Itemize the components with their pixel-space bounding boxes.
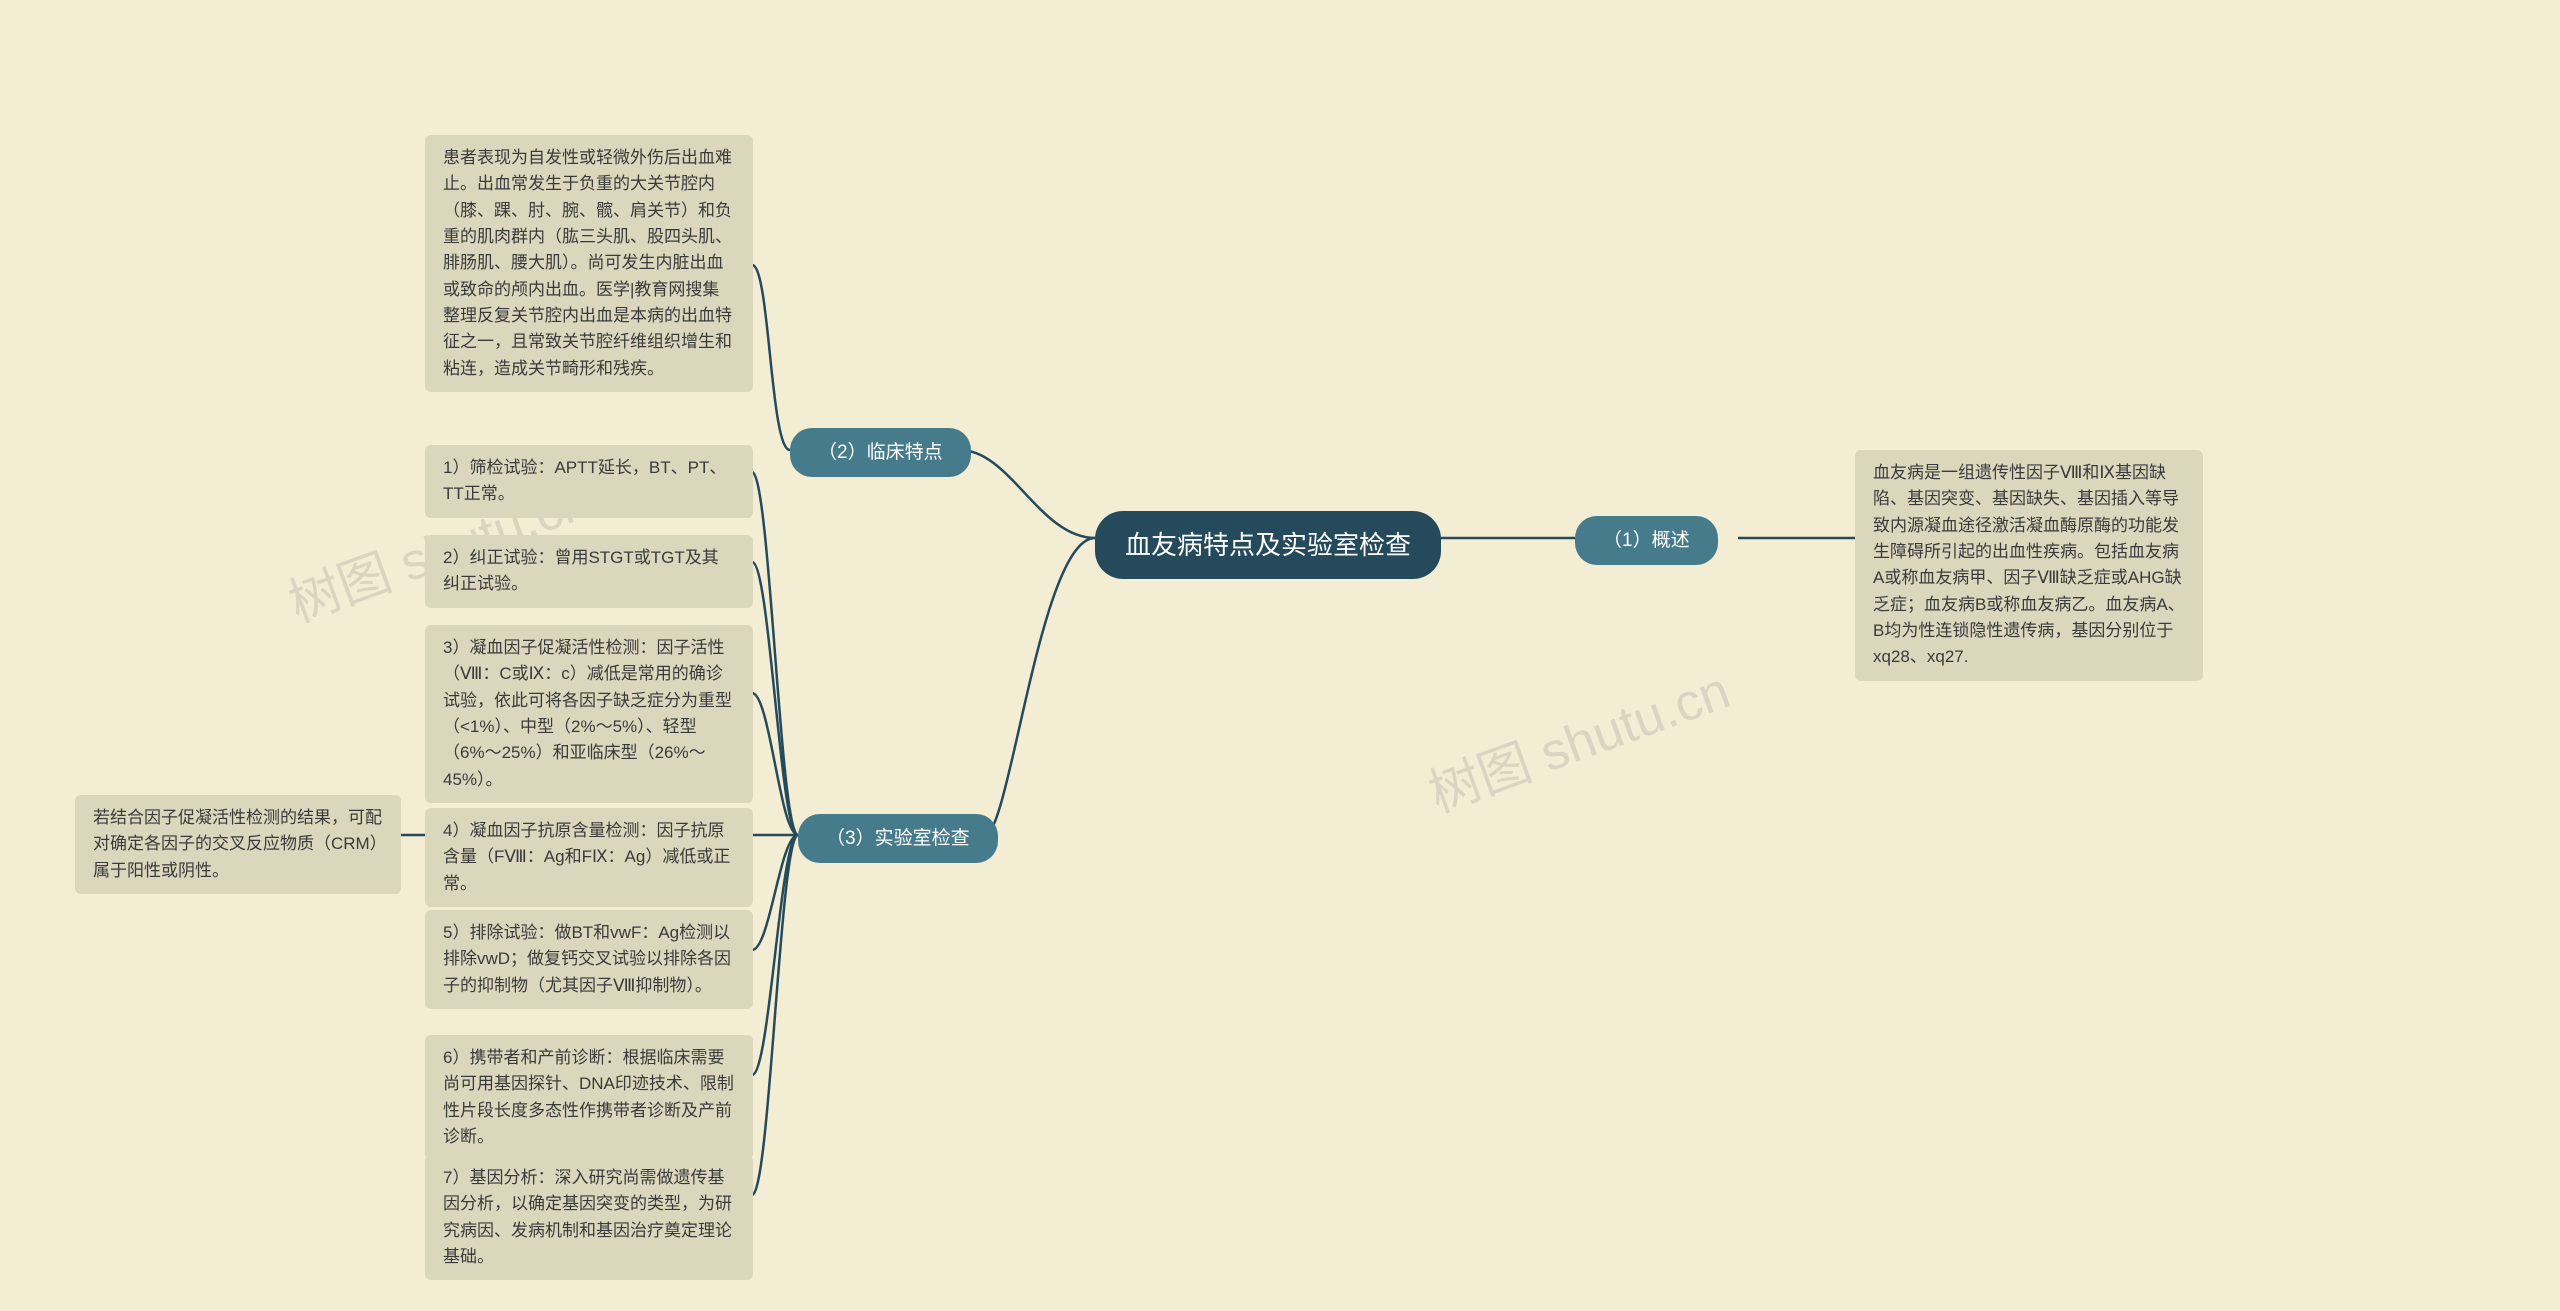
leaf-lab1: 1）筛检试验：APTT延长，BT、PT、TT正常。 xyxy=(425,445,753,518)
leaf-lab6: 6）携带者和产前诊断：根据临床需要尚可用基因探针、DNA印迹技术、限制性片段长度… xyxy=(425,1035,753,1160)
branch-clinical: （2）临床特点 xyxy=(790,428,971,477)
leaf-lab4-note: 若结合因子促凝活性检测的结果，可配对确定各因子的交叉反应物质（CRM）属于阳性或… xyxy=(75,795,401,894)
branch-clinical-label: （2）临床特点 xyxy=(818,442,943,463)
leaf-clinical-text: 患者表现为自发性或轻微外伤后出血难止。出血常发生于负重的大关节腔内（膝、踝、肘、… xyxy=(443,148,732,378)
leaf-lab7-text: 7）基因分析：深入研究尚需做遗传基因分析，以确定基因突变的类型，为研究病因、发病… xyxy=(443,1168,732,1266)
leaf-lab2: 2）纠正试验：曾用STGT或TGT及其纠正试验。 xyxy=(425,535,753,608)
leaf-lab3: 3）凝血因子促凝活性检测：因子活性（Ⅷ：C或Ⅸ：c）减低是常用的确诊试验，依此可… xyxy=(425,625,753,803)
root-node: 血友病特点及实验室检查 xyxy=(1095,511,1441,579)
branch-overview: （1）概述 xyxy=(1575,516,1718,565)
leaf-lab4: 4）凝血因子抗原含量检测：因子抗原含量（FⅧ：Ag和FⅨ：Ag）减低或正常。 xyxy=(425,808,753,907)
leaf-lab6-text: 6）携带者和产前诊断：根据临床需要尚可用基因探针、DNA印迹技术、限制性片段长度… xyxy=(443,1048,734,1146)
leaf-clinical: 患者表现为自发性或轻微外伤后出血难止。出血常发生于负重的大关节腔内（膝、踝、肘、… xyxy=(425,135,753,392)
leaf-overview: 血友病是一组遗传性因子Ⅷ和Ⅸ基因缺陷、基因突变、基因缺失、基因插入等导致内源凝血… xyxy=(1855,450,2203,681)
leaf-overview-text: 血友病是一组遗传性因子Ⅷ和Ⅸ基因缺陷、基因突变、基因缺失、基因插入等导致内源凝血… xyxy=(1873,463,2185,666)
mindmap-diagram: 树图 shutu.cn 树图 shutu.cn 血友病特点及实验室检查 （1）概… xyxy=(0,0,2560,1311)
leaf-lab4-note-text: 若结合因子促凝活性检测的结果，可配对确定各因子的交叉反应物质（CRM）属于阳性或… xyxy=(93,808,382,880)
leaf-lab2-text: 2）纠正试验：曾用STGT或TGT及其纠正试验。 xyxy=(443,548,719,593)
leaf-lab1-text: 1）筛检试验：APTT延长，BT、PT、TT正常。 xyxy=(443,458,726,503)
leaf-lab7: 7）基因分析：深入研究尚需做遗传基因分析，以确定基因突变的类型，为研究病因、发病… xyxy=(425,1155,753,1280)
branch-overview-label: （1）概述 xyxy=(1603,530,1690,551)
branch-lab-label: （3）实验室检查 xyxy=(826,828,970,849)
leaf-lab3-text: 3）凝血因子促凝活性检测：因子活性（Ⅷ：C或Ⅸ：c）减低是常用的确诊试验，依此可… xyxy=(443,638,732,789)
leaf-lab5-text: 5）排除试验：做BT和vwF：Ag检测以排除vwD；做复钙交叉试验以排除各因子的… xyxy=(443,923,731,995)
leaf-lab5: 5）排除试验：做BT和vwF：Ag检测以排除vwD；做复钙交叉试验以排除各因子的… xyxy=(425,910,753,1009)
leaf-lab4-text: 4）凝血因子抗原含量检测：因子抗原含量（FⅧ：Ag和FⅨ：Ag）减低或正常。 xyxy=(443,821,730,893)
branch-lab: （3）实验室检查 xyxy=(798,814,998,863)
watermark-2: 树图 shutu.cn xyxy=(1417,648,1739,826)
root-label: 血友病特点及实验室检查 xyxy=(1125,530,1411,560)
